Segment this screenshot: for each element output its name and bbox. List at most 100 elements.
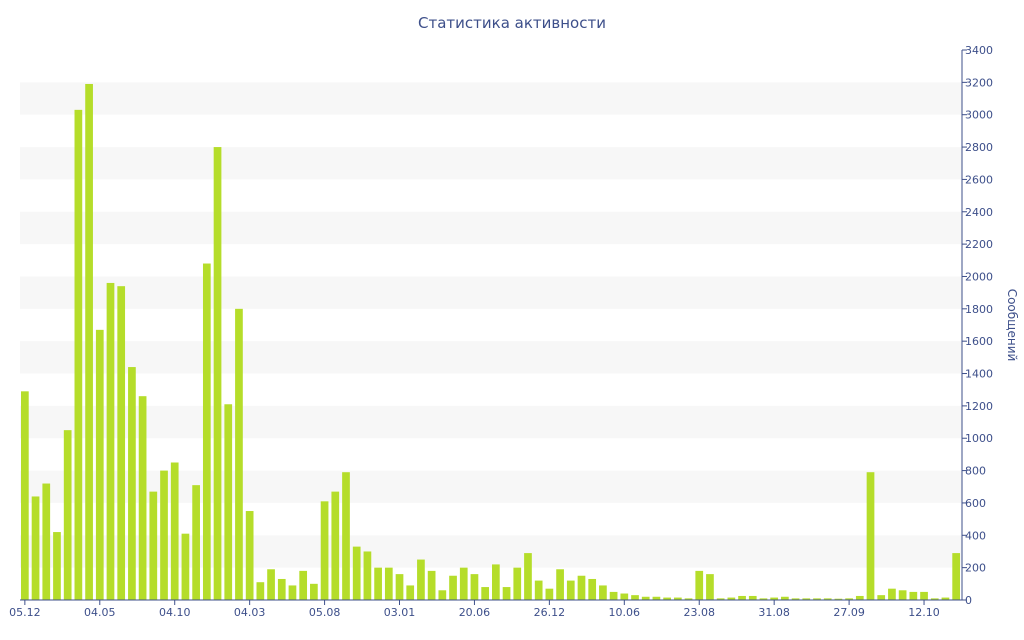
bar[interactable] — [673, 597, 682, 600]
bar[interactable] — [310, 583, 318, 600]
bar[interactable] — [170, 462, 179, 601]
bar[interactable] — [63, 430, 72, 600]
bar[interactable] — [695, 570, 704, 600]
bar[interactable] — [524, 553, 532, 600]
bar[interactable] — [202, 263, 211, 600]
bar[interactable] — [342, 472, 350, 600]
bar[interactable] — [781, 596, 789, 600]
bar[interactable] — [684, 598, 693, 600]
bar[interactable] — [181, 533, 190, 600]
bar[interactable] — [866, 472, 875, 600]
bar[interactable] — [299, 570, 308, 600]
bar[interactable] — [42, 483, 51, 600]
bar[interactable] — [85, 83, 93, 601]
bar[interactable] — [95, 329, 104, 600]
bar[interactable] — [395, 574, 404, 600]
bar[interactable] — [620, 593, 629, 600]
bar[interactable] — [235, 308, 243, 600]
bar[interactable] — [481, 587, 490, 600]
bar[interactable] — [759, 598, 768, 600]
bar[interactable] — [706, 574, 714, 600]
x-tick-label: 27.09 — [833, 606, 865, 619]
bar[interactable] — [802, 598, 811, 600]
bar[interactable] — [74, 109, 83, 600]
bar[interactable] — [128, 367, 136, 600]
bar[interactable] — [663, 597, 671, 600]
bar[interactable] — [320, 501, 329, 600]
bar[interactable] — [599, 585, 607, 600]
bar[interactable] — [609, 591, 618, 600]
bar[interactable] — [277, 578, 286, 600]
bar[interactable] — [53, 532, 61, 600]
bar[interactable] — [449, 575, 457, 600]
bar[interactable] — [577, 575, 586, 600]
bar[interactable] — [877, 595, 886, 600]
bar[interactable] — [106, 282, 115, 600]
bar[interactable] — [834, 598, 843, 600]
bar[interactable] — [641, 596, 650, 600]
bar[interactable] — [888, 588, 896, 600]
bar[interactable] — [352, 546, 361, 600]
bar[interactable] — [566, 580, 575, 600]
bar[interactable] — [502, 587, 511, 600]
bar[interactable] — [727, 597, 736, 600]
bar[interactable] — [384, 567, 393, 600]
bar[interactable] — [845, 598, 853, 600]
bar[interactable] — [213, 147, 222, 600]
bar[interactable] — [406, 585, 415, 600]
bar[interactable] — [952, 553, 961, 600]
bar[interactable] — [245, 511, 254, 600]
bar[interactable] — [716, 598, 725, 600]
bar[interactable] — [930, 598, 939, 600]
bar[interactable] — [192, 485, 200, 600]
bar[interactable] — [770, 597, 779, 600]
bar[interactable] — [149, 491, 158, 600]
bar[interactable] — [791, 598, 800, 600]
bar[interactable] — [534, 580, 543, 600]
x-tick-label: 03.01 — [384, 606, 416, 619]
y-tick-label: 400 — [965, 529, 986, 542]
bar[interactable] — [224, 404, 233, 600]
y-tick-label: 2600 — [965, 173, 993, 186]
grid-band — [20, 276, 962, 309]
bar[interactable] — [363, 551, 372, 600]
bar[interactable] — [267, 569, 275, 600]
bar[interactable] — [545, 588, 554, 600]
bar[interactable] — [738, 595, 746, 600]
bar[interactable] — [21, 391, 29, 600]
bar[interactable] — [427, 570, 436, 600]
bar[interactable] — [588, 578, 597, 600]
bar[interactable] — [138, 396, 147, 600]
bar[interactable] — [823, 598, 832, 600]
bar[interactable] — [813, 598, 821, 600]
bar[interactable] — [556, 569, 564, 600]
bar[interactable] — [513, 567, 522, 600]
bar[interactable] — [117, 286, 126, 600]
x-tick-label: 26.12 — [534, 606, 566, 619]
bar[interactable] — [331, 491, 340, 600]
bar[interactable] — [31, 496, 40, 600]
bar[interactable] — [941, 597, 950, 600]
y-tick-label: 600 — [965, 497, 986, 510]
bars — [21, 83, 961, 601]
bar[interactable] — [417, 559, 425, 600]
bar[interactable] — [909, 591, 918, 600]
bar[interactable] — [438, 590, 447, 600]
axes: 0 200 400 600 800 1000 1200 1400 1600 1800 2000 220… — [9, 44, 993, 619]
bar[interactable] — [652, 596, 661, 600]
bar[interactable] — [898, 590, 907, 600]
y-tick-label: 3000 — [965, 109, 993, 122]
bar[interactable] — [288, 585, 297, 600]
bar[interactable] — [631, 595, 639, 600]
bar[interactable] — [459, 567, 468, 600]
bar[interactable] — [748, 595, 757, 600]
bar[interactable] — [920, 591, 928, 600]
bar[interactable] — [855, 595, 864, 600]
bar[interactable] — [470, 574, 479, 600]
y-tick-label: 2000 — [965, 270, 993, 283]
bar[interactable] — [160, 470, 168, 600]
bar[interactable] — [374, 567, 382, 600]
x-tick-label: 31.08 — [758, 606, 790, 619]
bar[interactable] — [256, 582, 265, 600]
bar[interactable] — [492, 564, 500, 600]
